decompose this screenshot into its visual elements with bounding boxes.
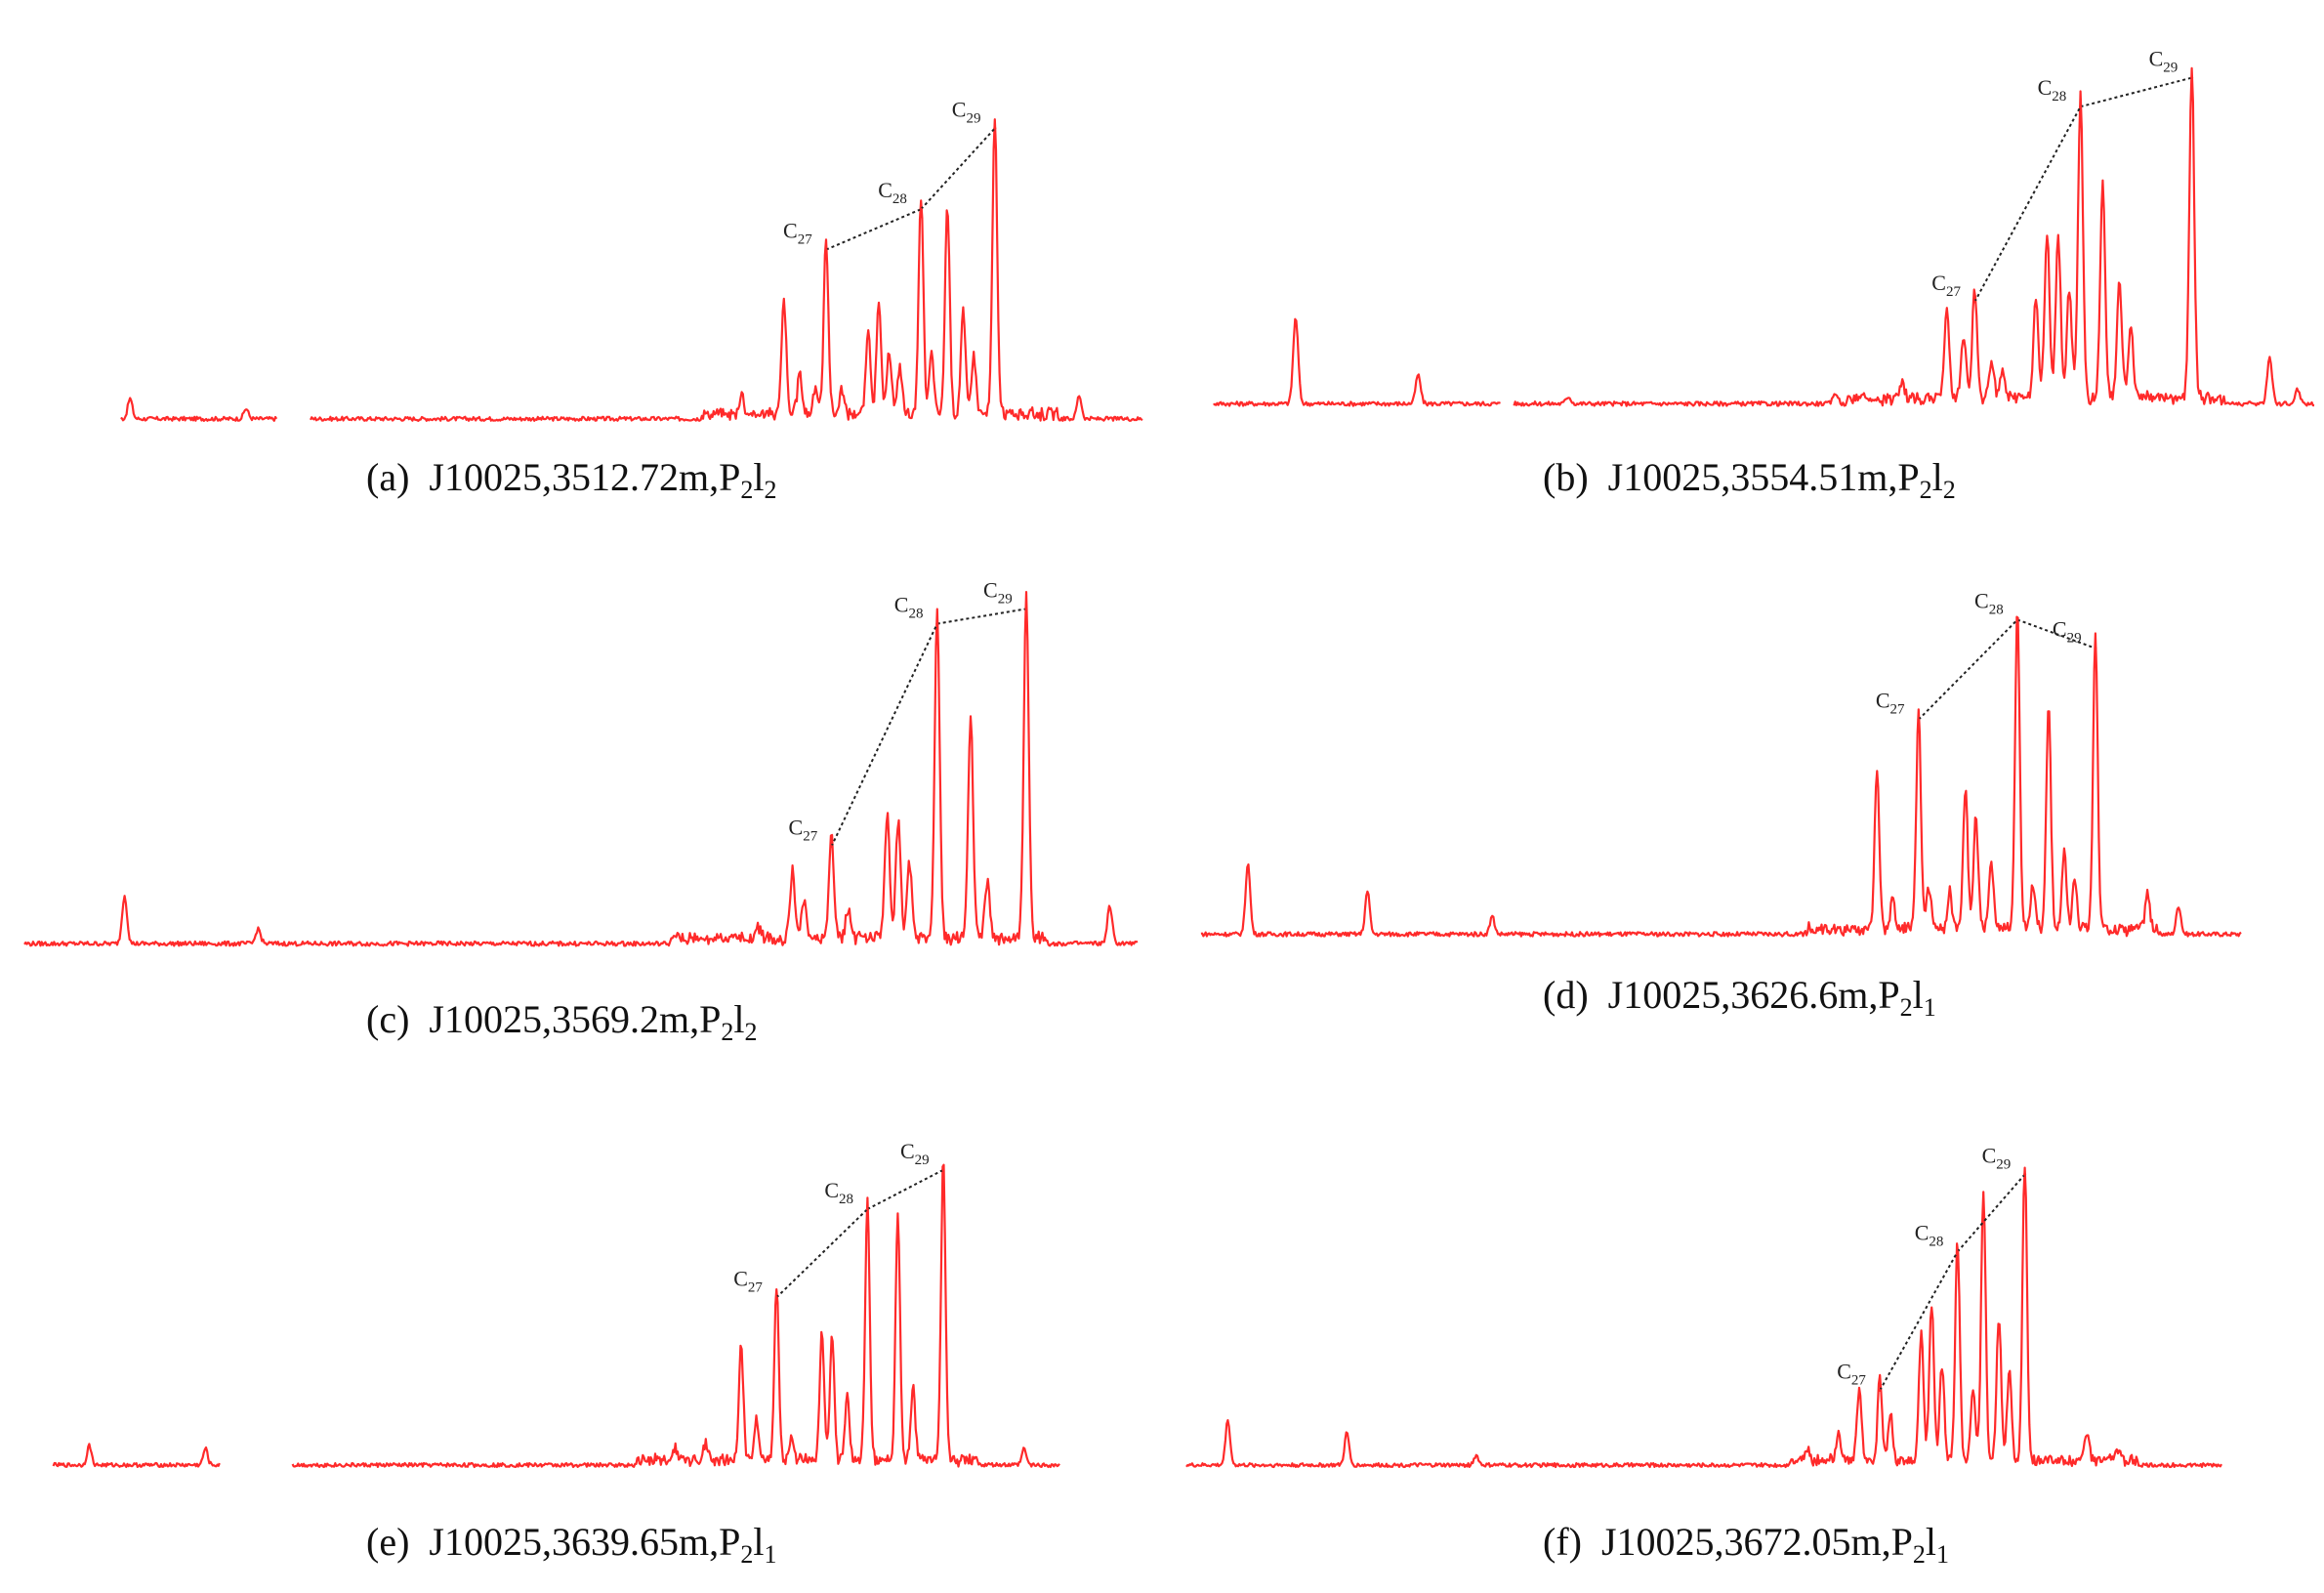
panel-e-chromatogram: C27 C28 C29 xyxy=(52,1139,1060,1469)
peak-label-c27: C27 xyxy=(1876,689,1905,718)
panel-a-chromatogram: C27 C28 C29 xyxy=(120,97,1143,422)
panel-d-chromatogram: C27 C28 C29 xyxy=(1200,589,2242,938)
peak-connector xyxy=(1956,1173,2026,1253)
peak-label-c28: C28 xyxy=(1915,1221,1944,1250)
peak-label-c29: C29 xyxy=(2149,47,2179,76)
marked-peak-point xyxy=(1024,607,1028,610)
chromatogram-trace xyxy=(120,118,1143,422)
caption-formation: P2l1 xyxy=(719,1520,777,1569)
peak-label-c29: C29 xyxy=(900,1139,930,1168)
caption-formation: P2l2 xyxy=(699,997,758,1046)
panel-d-caption: (d) J10025,3626.6m,P2l1 xyxy=(1543,973,1936,1022)
marked-peak-point xyxy=(2023,1172,2027,1176)
panel-f-caption: (f) J10025,3672.05m,P2l1 xyxy=(1543,1520,1950,1569)
peak-connector xyxy=(830,623,938,848)
chromatogram-trace xyxy=(1213,66,2315,407)
peak-label-c28: C28 xyxy=(2038,75,2067,105)
marked-peak-point xyxy=(1956,1250,1960,1254)
marked-peak-point xyxy=(993,126,997,130)
caption-letter: (a) xyxy=(366,455,410,499)
caption-letter: (f) xyxy=(1543,1520,1582,1564)
caption-depth: 3639.65m xyxy=(551,1520,710,1564)
peak-label-c27: C27 xyxy=(1837,1360,1866,1389)
peak-connector xyxy=(2080,76,2192,108)
marked-peak-point xyxy=(774,1295,778,1299)
caption-formation: P2l1 xyxy=(1890,1520,1950,1569)
marked-peak-point xyxy=(865,1207,869,1211)
peak-label-c27: C27 xyxy=(1931,271,1961,300)
panel-c-caption: (c) J10025,3569.2m,P2l2 xyxy=(366,997,758,1046)
peak-connector xyxy=(936,608,1027,625)
caption-depth: 3569.2m xyxy=(551,997,690,1041)
marked-peak-point xyxy=(1917,718,1921,722)
caption-formation: P2l2 xyxy=(1897,455,1956,504)
marked-peak-point xyxy=(1878,1389,1882,1392)
caption-well: J10025 xyxy=(1607,455,1722,499)
panel-c-chromatogram: C27 C28 C29 xyxy=(23,577,1139,947)
peak-label-c28: C28 xyxy=(894,593,924,622)
caption-well: J10025 xyxy=(429,455,542,499)
chromatogram-trace xyxy=(23,591,1139,947)
marked-peak-point xyxy=(941,1168,945,1172)
peak-label-c27: C27 xyxy=(789,816,818,845)
caption-well: J10025 xyxy=(429,997,542,1041)
peak-connector xyxy=(1918,618,2018,721)
caption-depth: 3672.05m xyxy=(1723,1520,1882,1564)
marked-peak-point xyxy=(830,845,833,849)
peak-label-c27: C27 xyxy=(783,219,812,248)
peak-label-c29: C29 xyxy=(1982,1143,2012,1172)
peak-label-c29: C29 xyxy=(952,97,981,126)
marked-peak-point xyxy=(2079,105,2083,108)
chromatogram-trace xyxy=(1185,1166,2222,1469)
chromatogram-trace xyxy=(52,1163,1060,1469)
caption-letter: (c) xyxy=(366,997,410,1041)
caption-formation: P2l1 xyxy=(1878,973,1936,1022)
marked-peak-point xyxy=(2015,618,2019,621)
peak-connector xyxy=(775,1208,869,1299)
marked-peak-point xyxy=(2190,76,2194,80)
peak-label-c29: C29 xyxy=(2053,617,2082,647)
peak-label-c28: C28 xyxy=(1974,589,2004,618)
panel-e-caption: (e) J10025,3639.65m,P2l1 xyxy=(366,1520,777,1569)
peak-connector xyxy=(825,208,922,251)
marked-peak-point xyxy=(2094,647,2097,650)
peak-label-c28: C28 xyxy=(824,1178,853,1207)
panel-b-caption: (b) J10025,3554.51m,P2l2 xyxy=(1543,455,1956,504)
peak-connector xyxy=(920,127,996,210)
caption-letter: (b) xyxy=(1543,455,1589,499)
peak-connector xyxy=(1973,105,2082,303)
caption-depth: 3626.6m xyxy=(1730,973,1869,1017)
panel-b-chromatogram: C27 C28 C29 xyxy=(1213,47,2315,407)
marked-peak-point xyxy=(919,207,923,211)
caption-letter: (d) xyxy=(1543,973,1589,1017)
peak-connector xyxy=(866,1168,944,1210)
caption-well: J10025 xyxy=(429,1520,542,1564)
marked-peak-point xyxy=(935,622,939,626)
caption-depth: 3554.51m xyxy=(1730,455,1888,499)
peak-connector xyxy=(2016,618,2096,650)
caption-formation: P2l2 xyxy=(719,455,777,504)
caption-depth: 3512.72m xyxy=(551,455,710,499)
caption-well: J10025 xyxy=(1600,1520,1715,1564)
panel-f-chromatogram: C27 C28 C29 xyxy=(1185,1143,2222,1469)
marked-peak-point xyxy=(824,248,828,252)
marked-peak-point xyxy=(1972,300,1976,304)
chromatogram-trace xyxy=(1200,615,2242,938)
caption-well: J10025 xyxy=(1607,973,1722,1017)
panel-a-caption: (a) J10025,3512.72m,P2l2 xyxy=(366,455,777,504)
peak-label-c27: C27 xyxy=(733,1266,763,1295)
peak-label-c29: C29 xyxy=(983,577,1013,607)
peak-label-c28: C28 xyxy=(878,178,907,207)
caption-letter: (e) xyxy=(366,1520,410,1564)
